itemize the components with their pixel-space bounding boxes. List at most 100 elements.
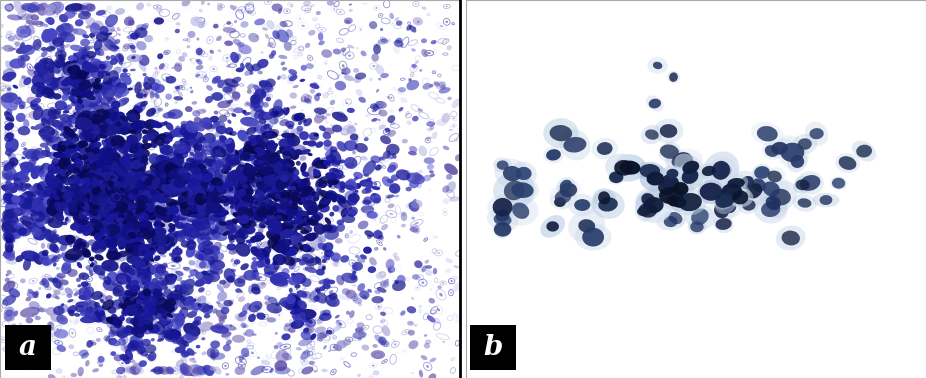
Ellipse shape <box>110 186 123 198</box>
Ellipse shape <box>144 35 153 42</box>
Ellipse shape <box>197 211 210 219</box>
Ellipse shape <box>6 244 13 256</box>
Ellipse shape <box>84 132 100 142</box>
Ellipse shape <box>209 149 216 154</box>
Ellipse shape <box>281 193 286 199</box>
Ellipse shape <box>254 189 256 191</box>
Ellipse shape <box>295 222 299 224</box>
Ellipse shape <box>325 94 327 96</box>
Ellipse shape <box>64 66 72 74</box>
Ellipse shape <box>302 366 313 375</box>
Ellipse shape <box>181 357 187 364</box>
Ellipse shape <box>35 316 41 320</box>
Ellipse shape <box>341 358 343 359</box>
Ellipse shape <box>191 358 195 360</box>
Ellipse shape <box>187 192 194 198</box>
Ellipse shape <box>106 230 119 242</box>
Ellipse shape <box>187 121 205 132</box>
Ellipse shape <box>371 109 376 112</box>
Ellipse shape <box>81 309 99 321</box>
Ellipse shape <box>269 274 287 287</box>
Ellipse shape <box>165 145 170 149</box>
Ellipse shape <box>113 182 128 196</box>
Ellipse shape <box>47 175 70 186</box>
Ellipse shape <box>73 259 77 262</box>
Ellipse shape <box>271 229 281 235</box>
Ellipse shape <box>550 125 572 141</box>
Ellipse shape <box>167 230 176 240</box>
Ellipse shape <box>324 217 331 222</box>
Ellipse shape <box>272 156 285 166</box>
Ellipse shape <box>21 156 26 159</box>
Ellipse shape <box>271 169 291 185</box>
Ellipse shape <box>236 68 244 72</box>
Ellipse shape <box>142 207 147 212</box>
Ellipse shape <box>117 324 121 327</box>
Ellipse shape <box>130 171 144 179</box>
Ellipse shape <box>166 186 181 198</box>
Ellipse shape <box>233 176 244 184</box>
Ellipse shape <box>31 82 46 94</box>
Ellipse shape <box>79 224 93 239</box>
Ellipse shape <box>33 123 45 130</box>
Ellipse shape <box>155 222 162 230</box>
Ellipse shape <box>146 349 158 364</box>
Ellipse shape <box>73 194 86 205</box>
Ellipse shape <box>310 333 317 340</box>
Ellipse shape <box>135 222 141 231</box>
Ellipse shape <box>107 97 116 104</box>
Ellipse shape <box>158 155 171 167</box>
Ellipse shape <box>120 116 128 121</box>
Ellipse shape <box>712 161 730 180</box>
Ellipse shape <box>150 300 158 307</box>
Ellipse shape <box>82 118 94 130</box>
Ellipse shape <box>805 122 828 146</box>
Ellipse shape <box>205 79 206 80</box>
Ellipse shape <box>267 138 277 147</box>
Ellipse shape <box>82 155 87 161</box>
Ellipse shape <box>252 12 254 14</box>
Ellipse shape <box>239 179 252 188</box>
Ellipse shape <box>128 88 132 91</box>
Ellipse shape <box>76 277 81 282</box>
Ellipse shape <box>252 246 261 254</box>
Ellipse shape <box>194 229 214 249</box>
Ellipse shape <box>210 150 215 153</box>
Ellipse shape <box>88 239 98 246</box>
Ellipse shape <box>132 309 143 323</box>
Ellipse shape <box>245 225 257 235</box>
Ellipse shape <box>275 172 288 183</box>
Ellipse shape <box>279 55 287 59</box>
Ellipse shape <box>5 194 9 198</box>
Ellipse shape <box>139 318 148 330</box>
Ellipse shape <box>253 94 260 104</box>
Ellipse shape <box>213 169 226 183</box>
Ellipse shape <box>248 314 256 322</box>
Ellipse shape <box>67 82 74 88</box>
Ellipse shape <box>80 91 87 97</box>
Ellipse shape <box>44 308 48 312</box>
Ellipse shape <box>235 242 250 257</box>
Ellipse shape <box>78 11 91 20</box>
Ellipse shape <box>76 219 91 232</box>
Ellipse shape <box>678 193 702 211</box>
Ellipse shape <box>195 193 206 202</box>
Ellipse shape <box>209 238 215 243</box>
Ellipse shape <box>252 94 263 104</box>
Ellipse shape <box>209 137 219 154</box>
Ellipse shape <box>188 238 195 245</box>
Ellipse shape <box>295 194 301 198</box>
Ellipse shape <box>77 98 82 104</box>
Ellipse shape <box>674 152 694 168</box>
Ellipse shape <box>120 262 131 273</box>
Ellipse shape <box>197 203 207 210</box>
Ellipse shape <box>139 201 144 208</box>
Ellipse shape <box>273 264 280 269</box>
Ellipse shape <box>35 208 44 217</box>
Ellipse shape <box>56 314 68 325</box>
Ellipse shape <box>199 198 206 211</box>
Ellipse shape <box>123 272 129 277</box>
Ellipse shape <box>100 120 112 132</box>
Ellipse shape <box>171 193 175 197</box>
Ellipse shape <box>168 187 176 195</box>
